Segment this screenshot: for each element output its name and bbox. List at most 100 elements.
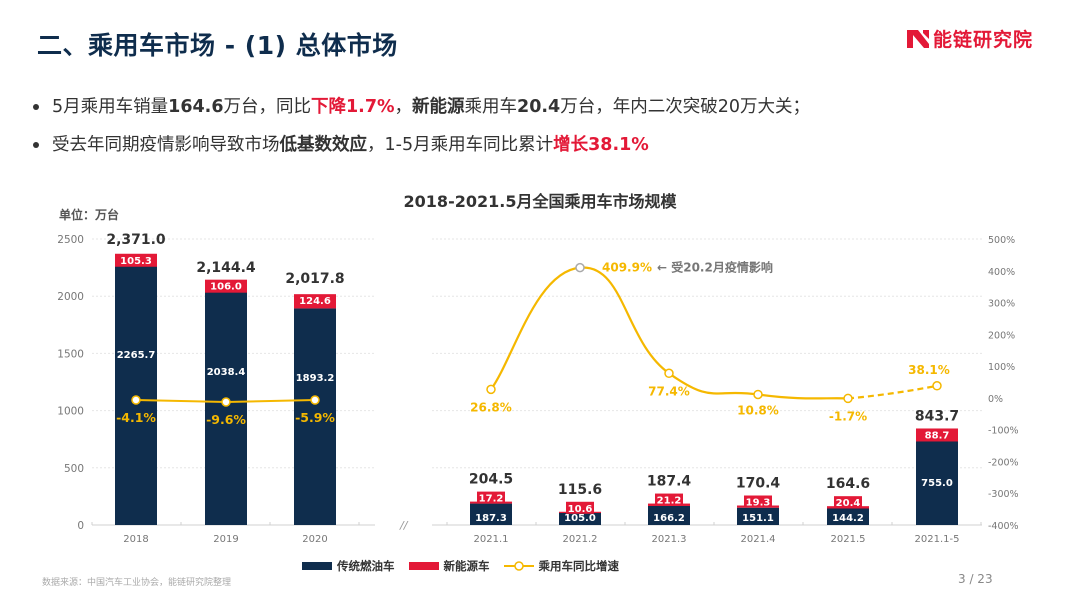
axis-break-mark: // (399, 519, 409, 532)
legend-label-nev: 新能源车 (443, 559, 490, 573)
y-tick-label-right: 0% (988, 394, 1003, 405)
logo-text: 能链研究院 (933, 29, 1034, 51)
unit-label: 单位：万台 (59, 208, 120, 222)
legend-label-ice: 传统燃油车 (337, 559, 395, 573)
chart-title: 2018-2021.5月全国乘用车市场规模 (403, 192, 677, 211)
bullet-text: 万台，同比 (223, 97, 312, 117)
bar-nev-label: 20.4 (836, 498, 861, 509)
growth-line-ytd-dashed (847, 384, 938, 400)
bullet-item: 5月乘用车销量 164.6 万台，同比 下降1.7%，新能源 乘用车 20.4 万台，年内二… (33, 88, 810, 126)
page-number: 3 / 23 (958, 572, 993, 586)
bar-ice (205, 291, 247, 525)
bar-nev-label-box (655, 493, 683, 506)
legend-item-ice: 传统燃油车 (302, 558, 395, 574)
growth-label: -4.1% (116, 410, 156, 425)
bar-total-label: 115.6 (558, 482, 602, 498)
bar-ice-label: 1893.2 (296, 373, 335, 384)
growth-label: 409.9% (602, 261, 652, 275)
bar-total-label: 2,371.0 (106, 232, 166, 248)
bar-nev-label-box (744, 495, 772, 508)
bar-ice-label: 151.1 (742, 513, 774, 524)
legend-line-marker-icon (503, 561, 534, 571)
growth-label: 10.8% (737, 403, 779, 417)
bar-ice (470, 503, 512, 525)
legend-item-growth: 乘用车同比增速 (503, 558, 619, 574)
bar-nev (115, 253, 157, 267)
growth-label: 77.4% (648, 384, 690, 398)
bar-nev (205, 279, 247, 293)
bar-nev-label: 17.2 (479, 494, 504, 505)
y-tick-label-left: 2500 (57, 234, 84, 246)
bar-ice-label: 187.3 (475, 513, 507, 524)
bar-total-label: 170.4 (736, 476, 781, 492)
x-tick-label: 2021.2 (563, 534, 598, 545)
legend-swatch-ice (302, 562, 332, 570)
bar-total-label: 204.5 (469, 472, 513, 488)
bar-nev-label: 21.2 (657, 496, 682, 507)
bold-text: 低基数效应 (279, 135, 368, 155)
bold-text: 164.6 (168, 97, 224, 117)
bar-total-label: 164.6 (826, 476, 870, 492)
bullet-text: 万台，年内二次突破20万大关； (560, 97, 811, 117)
y-tick-label-left: 500 (64, 463, 84, 475)
y-tick-label-right: 400% (988, 267, 1015, 278)
bar-ice (916, 438, 958, 525)
logo: 能链研究院 (907, 25, 1033, 52)
y-tick-label-left: 2000 (57, 291, 84, 303)
legend-item-nev: 新能源车 (408, 558, 490, 574)
x-tick-label: 2019 (213, 534, 238, 545)
growth-point (843, 393, 853, 404)
growth-point (486, 384, 496, 395)
page-title: 二、乘用车市场 - (1) 总体市场 (37, 31, 398, 60)
growth-label: 26.8% (470, 400, 512, 414)
growth-point (932, 381, 942, 391)
bar-nev-label: 124.6 (299, 296, 331, 307)
bullet-text: 5月乘用车销量 (52, 97, 169, 117)
bar-nev-label: 105.3 (120, 256, 152, 267)
bold-text: 新能源 (412, 97, 465, 117)
summary-bullets: 5月乘用车销量 164.6 万台，同比 下降1.7%，新能源 乘用车 20.4 万台，年内二… (33, 88, 810, 164)
growth-point (310, 395, 320, 405)
bar-nev-label: 19.3 (746, 498, 771, 509)
bar-ice-label: 105.0 (564, 513, 596, 524)
bullet-text: ，1-5月乘用车同比累计 (367, 135, 554, 155)
covid-annotation: ← 受20.2月疫情影响 (657, 260, 773, 275)
y-tick-label-right: 500% (988, 235, 1015, 246)
bar-nev (916, 428, 958, 442)
x-tick-label: 2021.3 (652, 534, 687, 545)
growth-label: -5.9% (295, 410, 335, 425)
chart: 0 500 1000 1500 2000 2500 500% 400% 300% 200% 100%… (57, 232, 1018, 545)
logo-n-icon (907, 29, 929, 48)
x-tick-label: 2020 (302, 534, 327, 545)
legend-swatch-nev (408, 562, 439, 570)
bar-ice (648, 505, 690, 525)
growth-label: -1.7% (829, 409, 867, 423)
bar-ice (827, 508, 869, 525)
x-tick-label: 2018 (123, 534, 148, 545)
bar-nev-label: 88.7 (925, 430, 950, 441)
y-tick-label-left: 1500 (57, 348, 84, 360)
highlight-text: 下降1.7% (311, 97, 395, 117)
bullet-item: 受去年同期疫情影响导致市场 低基数效应 ，1-5月乘用车同比累计 增长38.1% (33, 126, 810, 164)
bold-text: 20.4 (517, 97, 561, 117)
bar-total-label: 2,017.8 (285, 271, 344, 287)
bar-nev-label-box (566, 501, 594, 514)
bar-total-label: 2,144.4 (196, 260, 256, 276)
y-tick-label-left: 0 (77, 520, 84, 532)
bullet-dot-icon (33, 104, 39, 110)
chart-legend: 传统燃油车 新能源车 乘用车同比增速 (302, 558, 633, 574)
bar-nev (294, 294, 336, 309)
x-tick-label: 2021.1-5 (915, 534, 960, 545)
bar-ice (559, 512, 601, 525)
bullet-dot-icon (33, 142, 39, 148)
growth-label: -9.6% (206, 412, 246, 427)
bar-ice-label: 2265.7 (117, 350, 156, 361)
bar-ice-label: 755.0 (921, 478, 953, 489)
x-tick-label: 2021.4 (741, 534, 776, 545)
bar-nev-label: 10.6 (568, 504, 593, 515)
bullet-text: 受去年同期疫情影响导致市场 (52, 135, 280, 155)
bar-ice-label: 166.2 (653, 513, 685, 524)
bullet-text: 乘用车 (464, 97, 518, 117)
growth-point (221, 397, 231, 407)
y-tick-label-right: 100% (988, 362, 1015, 373)
